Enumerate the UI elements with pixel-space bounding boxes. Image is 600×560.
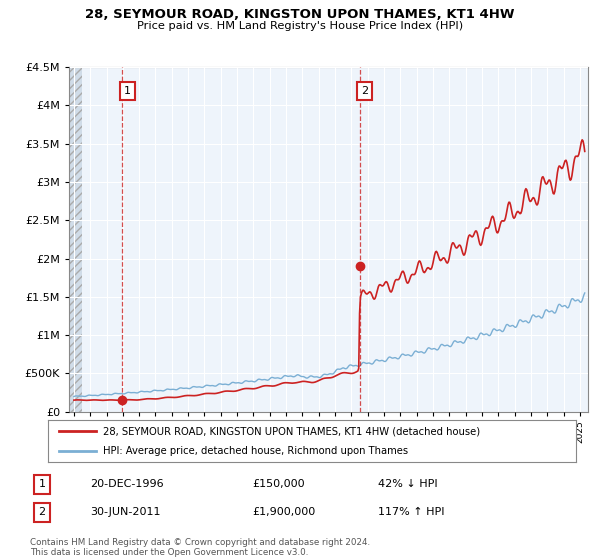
Text: £1,900,000: £1,900,000 bbox=[252, 507, 315, 517]
Text: 20-DEC-1996: 20-DEC-1996 bbox=[90, 479, 164, 489]
Text: 28, SEYMOUR ROAD, KINGSTON UPON THAMES, KT1 4HW: 28, SEYMOUR ROAD, KINGSTON UPON THAMES, … bbox=[85, 8, 515, 21]
Text: 2: 2 bbox=[361, 86, 368, 96]
Text: 30-JUN-2011: 30-JUN-2011 bbox=[90, 507, 161, 517]
Text: Contains HM Land Registry data © Crown copyright and database right 2024.
This d: Contains HM Land Registry data © Crown c… bbox=[30, 538, 370, 557]
Text: 1: 1 bbox=[38, 479, 46, 489]
Text: 1: 1 bbox=[124, 86, 131, 96]
Text: £150,000: £150,000 bbox=[252, 479, 305, 489]
Text: HPI: Average price, detached house, Richmond upon Thames: HPI: Average price, detached house, Rich… bbox=[103, 446, 409, 456]
Text: 117% ↑ HPI: 117% ↑ HPI bbox=[378, 507, 445, 517]
Text: 42% ↓ HPI: 42% ↓ HPI bbox=[378, 479, 437, 489]
Text: Price paid vs. HM Land Registry's House Price Index (HPI): Price paid vs. HM Land Registry's House … bbox=[137, 21, 463, 31]
Text: 28, SEYMOUR ROAD, KINGSTON UPON THAMES, KT1 4HW (detached house): 28, SEYMOUR ROAD, KINGSTON UPON THAMES, … bbox=[103, 426, 481, 436]
Text: 2: 2 bbox=[38, 507, 46, 517]
